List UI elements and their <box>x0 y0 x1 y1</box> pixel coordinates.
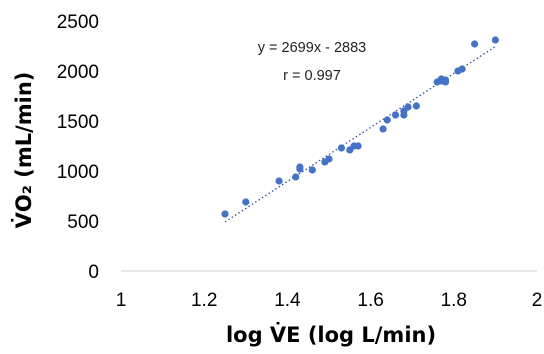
correlation-annotation: r = 0.997 <box>283 68 341 84</box>
y-tick-label: 2500 <box>57 12 99 33</box>
y-tick-label: 0 <box>88 262 99 283</box>
data-point <box>308 166 316 174</box>
data-point <box>458 65 466 73</box>
data-point <box>471 40 479 48</box>
data-point <box>412 102 420 110</box>
y-tick-labels: 0 500 1000 1500 2000 2500 <box>57 12 99 283</box>
x-axis-title: log V̇E (log L/min) <box>226 322 436 347</box>
x-tick-label: 2 <box>532 290 543 311</box>
x-tick-label: 1.8 <box>441 290 467 311</box>
y-tick-label: 500 <box>67 212 99 233</box>
trendline <box>224 45 496 223</box>
x-tick-label: 1.4 <box>274 290 301 311</box>
data-point <box>292 173 300 181</box>
x-tick-label: 1.6 <box>357 290 383 311</box>
y-axis-title: V̇O₂ (mL/min) <box>11 72 36 229</box>
y-tick-label: 1500 <box>57 112 99 133</box>
data-point <box>491 36 499 44</box>
x-tick-label: 1 <box>116 290 127 311</box>
data-point <box>391 111 400 119</box>
data-point <box>275 177 283 185</box>
data-point <box>296 165 304 173</box>
data-point <box>404 103 412 111</box>
y-tick-label: 1000 <box>57 162 99 183</box>
data-point <box>354 142 362 150</box>
x-tick-label: 1.2 <box>191 290 217 311</box>
data-point <box>379 125 387 133</box>
data-point <box>242 198 250 206</box>
data-point <box>337 144 346 152</box>
equation-annotation: y = 2699x - 2883 <box>258 40 366 56</box>
x-tick-labels: 1 1.2 1.4 1.6 1.8 2 <box>116 290 543 311</box>
y-tick-label: 2000 <box>57 62 99 83</box>
data-point <box>383 116 391 124</box>
data-point <box>441 76 450 84</box>
data-point <box>221 210 229 218</box>
data-point <box>325 155 333 163</box>
data-points <box>221 36 499 218</box>
